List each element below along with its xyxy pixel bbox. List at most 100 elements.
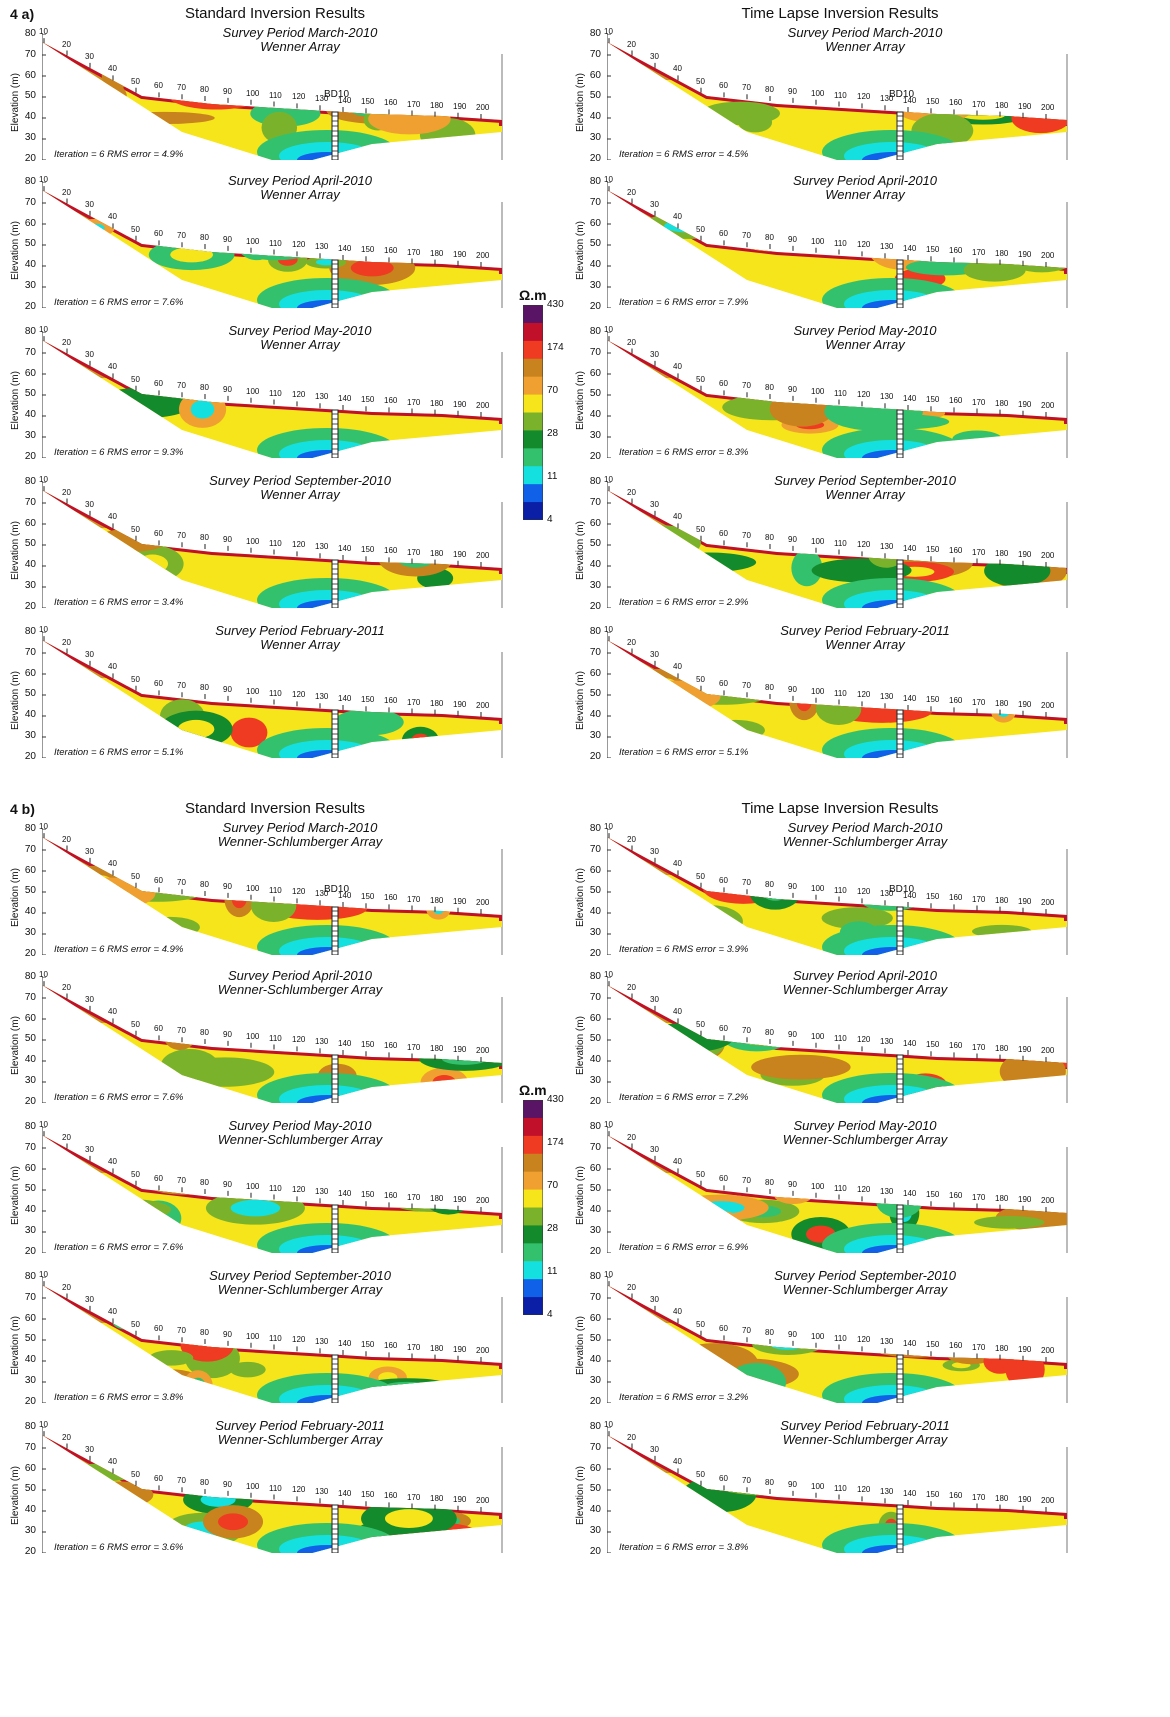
y-tick-label: 50: [589, 688, 601, 700]
resistivity-blob: [700, 76, 762, 98]
x-tick-label: 130: [315, 94, 329, 104]
y-axis-label: Elevation (m): [10, 371, 21, 430]
x-tick-label: 20: [627, 487, 636, 497]
resistivity-section: [607, 482, 1068, 608]
x-tick-label: 10: [604, 475, 613, 485]
x-tick-label: 110: [269, 90, 282, 100]
resistivity-core: [350, 259, 394, 277]
resistivity-core: [992, 1170, 1031, 1190]
y-tick-label: 30: [24, 1075, 36, 1087]
resistivity-section: [42, 1277, 503, 1403]
resistivity-blob: [659, 552, 757, 573]
x-tick-label: 30: [85, 1444, 94, 1454]
resistivity-blob: [679, 905, 743, 938]
x-tick-label: 130: [315, 1337, 329, 1347]
x-tick-label: 20: [627, 187, 636, 197]
resistivity-core: [904, 359, 957, 376]
x-tick-label: 160: [384, 546, 398, 556]
surface-layer: [42, 1435, 502, 1519]
legend-swatch: [523, 484, 543, 503]
resistivity-blob: [230, 717, 268, 748]
resistivity-core: [731, 355, 763, 372]
x-tick-label: 100: [246, 1331, 260, 1341]
x-tick-label: 70: [177, 231, 186, 241]
x-tick-label: 160: [384, 98, 398, 108]
standard-title-1: Standard Inversion Results: [184, 800, 366, 817]
resistivity-core: [675, 279, 722, 295]
x-tick-label: 60: [719, 379, 728, 389]
legend-swatch: [523, 412, 543, 431]
y-tick-label: 80: [24, 1121, 36, 1132]
x-tick-label: 70: [742, 1476, 751, 1486]
x-tick-label: 180: [995, 398, 1009, 408]
y-tick-label: 30: [24, 1375, 36, 1387]
x-tick-label: 190: [453, 896, 467, 906]
x-tick-label: 100: [811, 1181, 825, 1191]
x-tick-label: 180: [995, 698, 1009, 708]
x-tick-label: 80: [765, 233, 774, 243]
resistivity-core: [190, 1377, 206, 1393]
y-tick-label: 80: [24, 1421, 36, 1432]
resistivity-blob: [660, 574, 731, 595]
x-tick-label: 110: [269, 1183, 282, 1193]
y-tick-label: 40: [589, 1504, 601, 1516]
legend-swatch: [523, 394, 543, 413]
x-tick-label: 140: [903, 1039, 917, 1049]
x-tick-label: 20: [627, 637, 636, 647]
y-tick-label: 60: [24, 667, 36, 679]
y-tick-label: 40: [589, 1204, 601, 1216]
color-legend-bar: [523, 1100, 543, 1315]
y-tick-label: 50: [24, 90, 36, 102]
x-tick-label: 190: [1018, 1494, 1032, 1504]
legend-unit: Ω.m: [519, 287, 547, 303]
x-tick-label: 50: [131, 1019, 140, 1029]
y-tick-label: 50: [24, 388, 36, 400]
x-tick-label: 190: [453, 1494, 467, 1504]
panel-period-title: Survey Period February-2011: [215, 623, 385, 638]
x-tick-label: 190: [453, 1044, 467, 1054]
y-tick-label: 20: [24, 300, 36, 312]
x-tick-label: 200: [476, 1195, 490, 1205]
x-tick-label: 100: [811, 686, 825, 696]
x-tick-label: 120: [857, 390, 871, 400]
resistivity-blob: [957, 1319, 1018, 1354]
x-tick-label: 90: [223, 1179, 232, 1189]
x-tick-label: 110: [269, 1033, 282, 1043]
x-tick-label: 90: [223, 1329, 232, 1339]
upper-layer: [607, 1135, 1067, 1173]
x-tick-label: 80: [765, 1178, 774, 1188]
resistivity-section: [607, 182, 1068, 308]
panel-array-title: Wenner Array: [260, 337, 340, 352]
y-tick-label: 30: [24, 1225, 36, 1237]
resistivity-core: [84, 223, 105, 233]
borehole-label: BD10: [324, 884, 350, 895]
x-tick-label: 180: [430, 698, 444, 708]
x-tick-label: 190: [453, 1194, 467, 1204]
x-tick-label: 80: [765, 85, 774, 95]
x-tick-label: 50: [696, 1319, 705, 1329]
x-tick-label: 30: [650, 994, 659, 1004]
x-tick-label: 140: [903, 544, 917, 554]
resistivity-core: [762, 1461, 799, 1478]
x-tick-label: 120: [292, 540, 306, 550]
upper-layer: [42, 42, 502, 80]
x-tick-label: 20: [62, 834, 71, 844]
y-tick-label: 70: [24, 196, 36, 208]
surface-layer: [42, 1135, 502, 1219]
x-tick-label: 10: [604, 325, 613, 335]
x-tick-label: 20: [627, 337, 636, 347]
x-tick-label: 200: [1041, 1195, 1055, 1205]
resistivity-section: [607, 1127, 1068, 1253]
resistivity-blob: [88, 430, 167, 447]
y-axis-label: Elevation (m): [575, 1166, 586, 1225]
y-tick-label: 80: [589, 176, 601, 187]
resistivity-blob: [230, 1302, 327, 1326]
x-tick-label: 60: [154, 876, 163, 886]
y-tick-label: 30: [589, 132, 601, 144]
x-tick-label: 180: [430, 1493, 444, 1503]
y-tick-label: 70: [24, 1141, 36, 1153]
resistivity-section: [42, 332, 503, 458]
x-tick-label: 90: [788, 1029, 797, 1039]
x-tick-label: 50: [696, 76, 705, 86]
x-tick-label: 20: [62, 1432, 71, 1442]
